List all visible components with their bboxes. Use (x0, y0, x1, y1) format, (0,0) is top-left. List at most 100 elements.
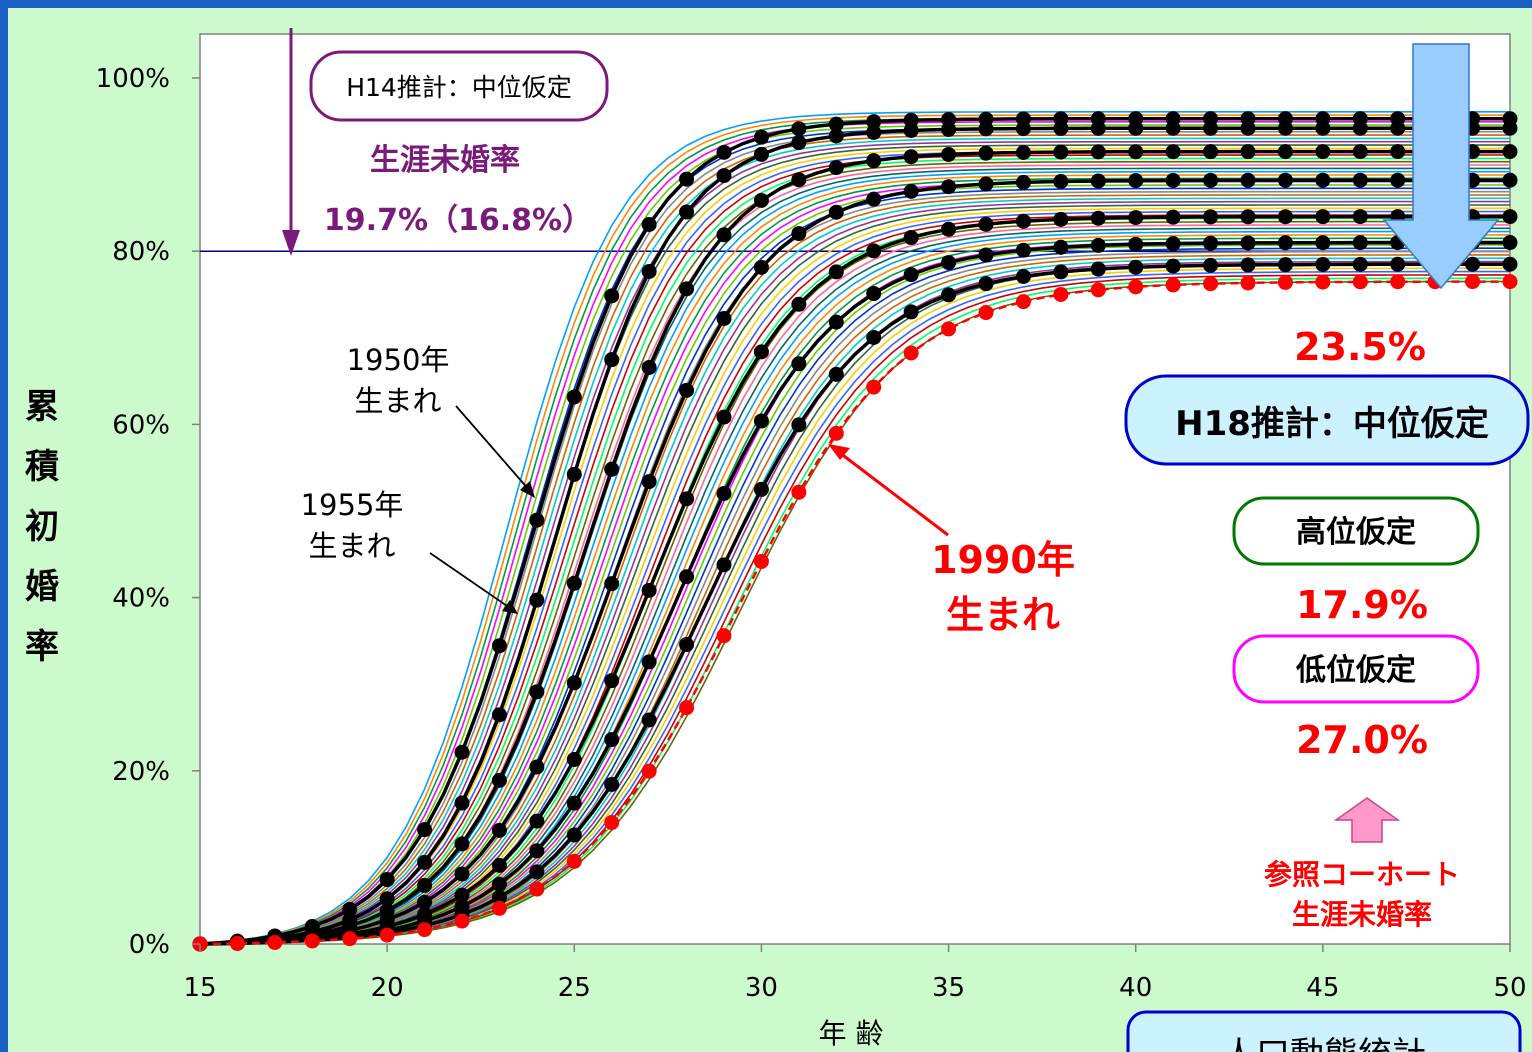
cohort-point (828, 314, 844, 330)
reference-cohort-point (866, 379, 882, 395)
cohort-point (1203, 209, 1219, 225)
cohort-point (1128, 210, 1144, 226)
cohort-point (828, 264, 844, 280)
h18-value: 23.5% (1294, 325, 1426, 369)
cohort-1990-label-1: 1990年 (931, 538, 1075, 582)
cohort-point (753, 146, 769, 162)
cohort-point (491, 876, 507, 892)
h18-label: H18推計：中位仮定 (1175, 404, 1489, 444)
cumulative-marriage-chart: 15 20 25 30 35 40 45 50 0% 20% 40% 60% 80% 100% 年 齢 累… (25, 28, 1530, 1052)
y-axis-label-char: 婚 (25, 567, 59, 607)
cohort-point (529, 759, 545, 775)
reference-cohort-point (641, 763, 657, 779)
cohort-point (1090, 210, 1106, 226)
x-tick-label: 40 (1119, 973, 1152, 1003)
reference-cohort-point (791, 484, 807, 500)
cohort-point (454, 866, 470, 882)
h14-label: H14推計：中位仮定 (346, 73, 572, 102)
cohort-point (1277, 144, 1293, 160)
cohort-point (866, 153, 882, 169)
cohort-point (1090, 261, 1106, 277)
cohort-point (417, 894, 433, 910)
x-tick-label: 20 (371, 973, 404, 1003)
cohort-point (903, 267, 919, 283)
cohort-point (716, 557, 732, 573)
cohort-point (604, 777, 620, 793)
cohort-point (641, 359, 657, 375)
cohort-point (641, 654, 657, 670)
cohort-point (417, 822, 433, 838)
reference-cohort-point (304, 933, 320, 949)
cohort-point (1390, 256, 1406, 272)
cohort-point (941, 221, 957, 237)
cohort-point (454, 795, 470, 811)
cohort-point (753, 344, 769, 360)
cohort-point (1090, 120, 1106, 136)
reference-cohort-point (1053, 286, 1069, 302)
cohort-point (1352, 209, 1368, 225)
cohort-point (1315, 172, 1331, 188)
cohort-point (791, 226, 807, 242)
cohort-point (1053, 211, 1069, 227)
cohort-point (753, 259, 769, 275)
cohort-point (753, 481, 769, 497)
y-axis-label-text: 累積初婚率 (25, 387, 59, 667)
cohort-point (716, 168, 732, 184)
x-tick-label: 45 (1306, 973, 1339, 1003)
reference-cohort-point (716, 628, 732, 644)
cohort-point (1053, 120, 1069, 136)
h18-label-box (1124, 374, 1530, 466)
cohort-point (1502, 235, 1518, 251)
cohort-point (454, 887, 470, 903)
cohort-1955-pointer-head (502, 600, 518, 614)
cohort-point (1277, 257, 1293, 273)
cohort-point (866, 329, 882, 345)
cohort-point (903, 304, 919, 320)
reference-cohort-point (1390, 274, 1406, 290)
cohort-point (791, 172, 807, 188)
reference-cohort-point (454, 913, 470, 929)
cohort-point (941, 287, 957, 303)
high-assumption-label: 高位仮定 (1296, 515, 1416, 550)
cohort-point (1390, 172, 1406, 188)
reference-cohort-point (342, 931, 358, 947)
cohort-point (566, 795, 582, 811)
cohort-point (604, 576, 620, 592)
cohort-point (1053, 173, 1069, 189)
y-axis-label-char: 累 (25, 387, 59, 427)
cohort-point (1240, 172, 1256, 188)
x-tick-label: 35 (932, 973, 965, 1003)
cohort-point (903, 122, 919, 138)
y-tick-label: 40% (112, 584, 170, 614)
reference-cohort-label: 参照コーホート (1264, 858, 1460, 891)
x-tick-label: 50 (1493, 973, 1526, 1003)
cohort-point (604, 673, 620, 689)
cohort-point (1015, 268, 1031, 284)
reference-cohort-point (1015, 294, 1031, 310)
cohort-line (199, 137, 1510, 945)
x-tick-label: 30 (745, 973, 778, 1003)
reference-cohort-point (1502, 274, 1518, 290)
cohort-point (791, 417, 807, 433)
cohort-point (1315, 235, 1331, 251)
cohort-point (641, 712, 657, 728)
cohort-point (791, 296, 807, 312)
cohort-point (604, 288, 620, 304)
reference-cohort-point (753, 553, 769, 569)
cohort-point (491, 889, 507, 905)
cohort-point (1502, 144, 1518, 160)
cohort-point (866, 286, 882, 302)
cohort-point (679, 569, 695, 585)
cohort-point (941, 255, 957, 271)
low-assumption-label: 低位仮定 (1295, 653, 1416, 688)
cohort-point (454, 744, 470, 760)
cohort-point (828, 128, 844, 144)
lifetime-unmarried-label: 生涯未婚率 (370, 143, 520, 178)
cohort-point (1128, 236, 1144, 252)
reference-cohort-point (379, 927, 395, 943)
cohort-point (641, 474, 657, 490)
cohort-point (1315, 120, 1331, 136)
reference-cohort-point (828, 425, 844, 441)
cohort-1950-pointer-head (520, 481, 535, 498)
reference-cohort-point (1090, 282, 1106, 298)
